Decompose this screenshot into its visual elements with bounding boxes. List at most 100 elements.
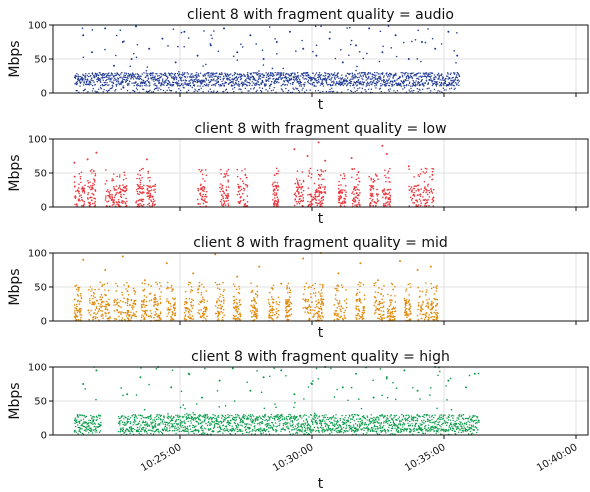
cluster-point [93,312,96,314]
baseline-point [373,79,375,82]
baseline-point [409,85,412,87]
baseline-point [421,78,423,81]
cluster-point [322,196,325,198]
cluster-point [74,203,76,206]
baseline-point [193,78,196,81]
cluster-point [343,197,345,200]
cluster-point [219,307,221,309]
cluster-point [244,168,246,170]
baseline-point [362,84,365,86]
baseline-point [435,82,438,84]
baseline-point [94,83,96,86]
baseline-point [153,80,155,82]
series-point [82,34,85,37]
baseline-point [101,76,104,78]
cluster-point [123,193,125,196]
cluster-point [201,187,203,189]
cluster-point [321,298,323,301]
baseline-point [431,84,434,87]
baseline-point [370,88,373,90]
baseline-point [421,82,424,85]
cluster-point [383,284,385,287]
cluster-point [286,302,288,304]
baseline-point [317,76,319,79]
cluster-point [406,302,408,305]
baseline-point [171,429,174,432]
baseline-point [352,74,354,77]
cluster-point [309,312,312,314]
cluster-point [203,286,205,288]
baseline-point [115,74,117,77]
baseline-point [352,78,354,80]
baseline-point [169,74,171,76]
cluster-point [362,305,365,308]
cluster-point [173,307,175,310]
cluster-point [431,170,434,173]
cluster-point [425,282,427,284]
cluster-point [299,200,302,203]
baseline-point [287,73,289,75]
cluster-point [321,315,324,317]
baseline-point [145,83,147,85]
baseline-point [450,87,453,89]
baseline-point [403,72,405,75]
cluster-point [88,318,90,321]
cluster-point [146,309,149,312]
baseline-point [246,77,248,79]
baseline-point [453,81,455,83]
baseline-point [303,75,305,77]
baseline-point [236,79,238,81]
cluster-point [425,291,428,293]
cluster-point [186,301,188,304]
baseline-point [315,72,318,74]
baseline-point [184,76,187,78]
baseline-point [178,430,180,433]
baseline-point [378,80,380,82]
scatter-point [268,26,271,28]
baseline-point [135,77,137,79]
cluster-point [422,171,425,173]
cluster-point [392,315,395,317]
cluster-point [252,299,255,302]
baseline-point [90,417,93,419]
cluster-point [114,194,117,197]
series-point [249,34,252,37]
baseline-point [418,78,420,81]
baseline-point [320,78,322,80]
cluster-point [91,184,94,187]
cluster-point [384,169,386,171]
baseline-point [390,80,392,82]
series-point [421,41,423,43]
cluster-point [94,288,96,291]
cluster-point [370,179,373,181]
baseline-point [254,72,257,74]
baseline-point [298,80,300,83]
cluster-point [394,295,396,297]
chart-title: client 8 with fragment quality = low [194,121,446,137]
scatter-point [395,55,398,58]
cluster-point [94,296,96,299]
cluster-point [355,318,358,321]
baseline-point [106,78,108,81]
baseline-point [140,78,143,81]
baseline-point [202,75,204,77]
baseline-point [379,87,382,90]
baseline-point [111,87,113,89]
baseline-point [122,85,124,87]
cluster-point [413,191,416,194]
baseline-point [92,421,95,423]
series-point [236,51,239,54]
series-point [258,265,261,268]
baseline-point [101,83,104,86]
baseline-point [398,82,400,84]
baseline-point [123,418,125,420]
baseline-point [387,82,389,84]
baseline-point [303,83,306,86]
cluster-point [99,305,101,307]
baseline-point [453,73,456,75]
cluster-point [430,303,432,306]
baseline-point [331,87,333,90]
baseline-point [243,82,245,84]
baseline-point [263,76,265,78]
cluster-point [82,187,84,189]
